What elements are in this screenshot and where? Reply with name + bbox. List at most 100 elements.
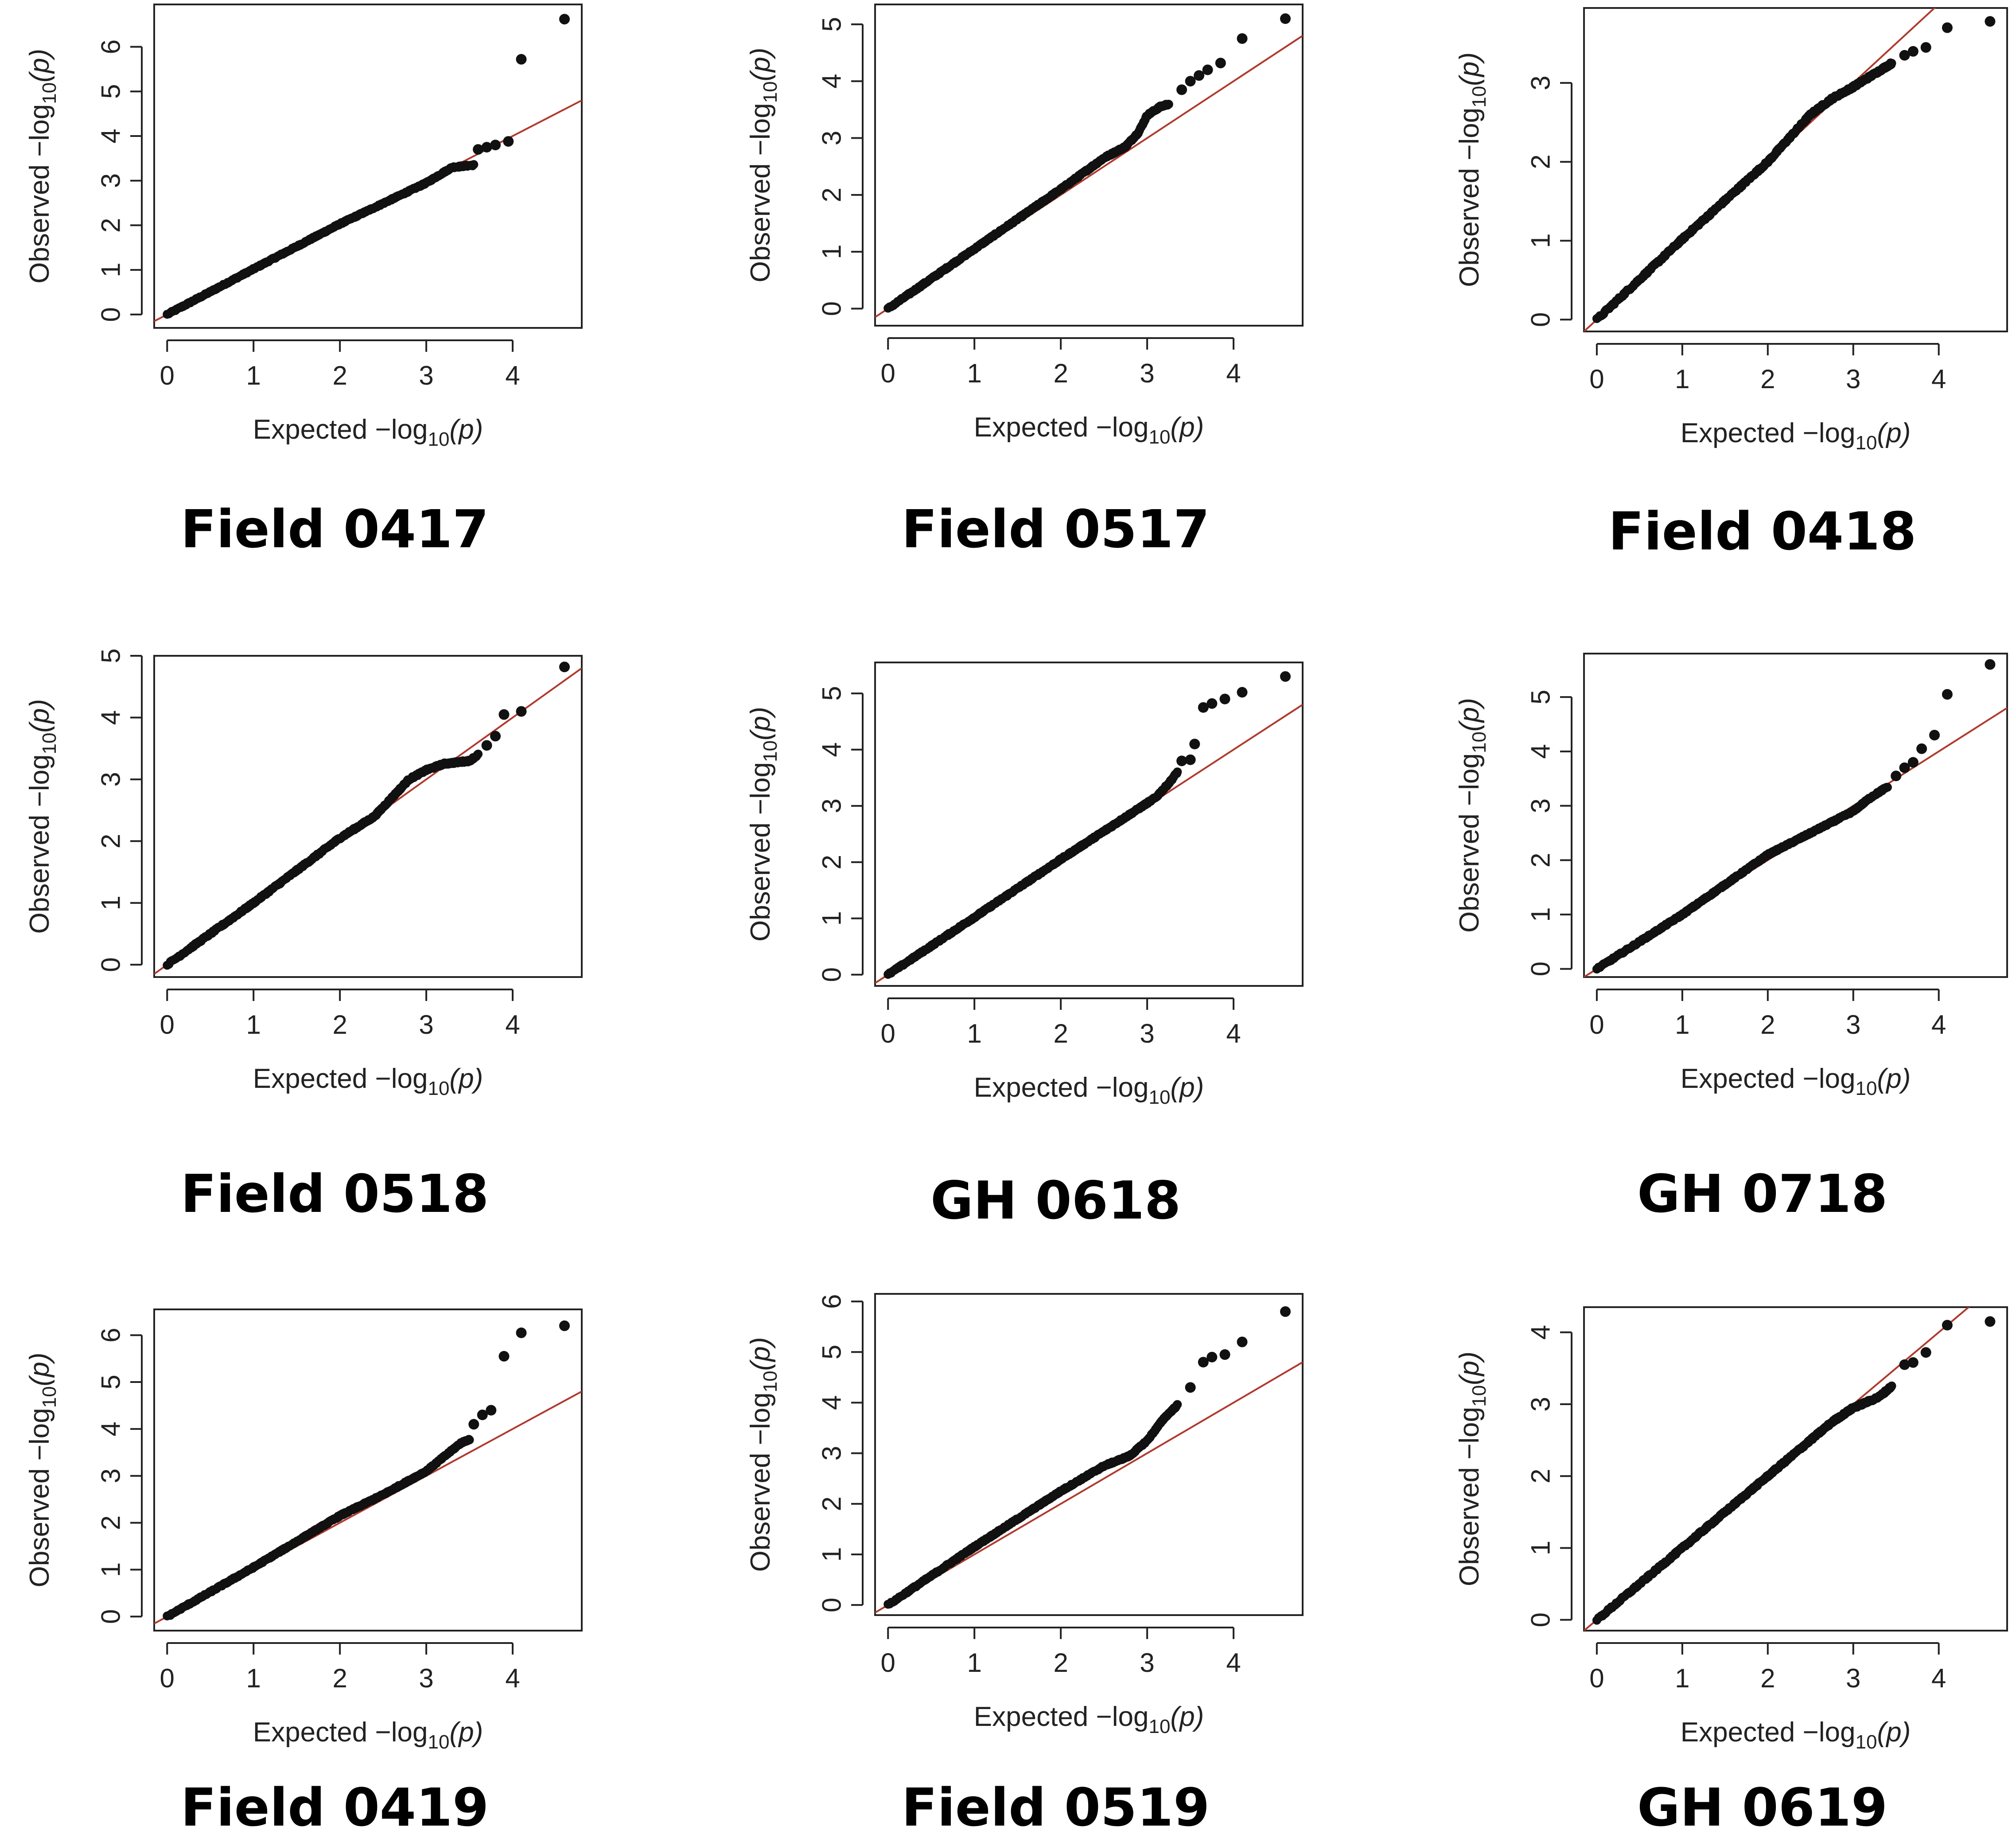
qq-tail-point [1219,693,1230,705]
panel-title: GH 0619 [1637,1777,1888,1838]
y-tick-label: 6 [817,1294,847,1308]
qq-point [1883,783,1892,792]
y-tick-label: 3 [96,1468,126,1483]
qq-tail-point [1189,739,1200,750]
y-axis-label: Observed −log10(p) [745,707,781,942]
panel-title: Field 0519 [902,1777,1210,1838]
x-tick-label: 4 [505,1663,520,1693]
qq-tail-point [481,740,492,751]
plot-frame [153,655,583,978]
y-tick-label: 0 [1526,312,1556,327]
x-axis-label: Expected −log10(p) [974,1072,1204,1108]
panel-title: GH 0618 [930,1170,1181,1231]
qq-panel: 0 1 2 3 4 0 1 2 3 Expected −log10(p) Observed −log… [1454,7,2008,562]
x-axis-label: Expected −log10(p) [253,1063,483,1099]
y-tick-label: 0 [817,301,847,316]
y-tick-label: 2 [96,834,126,849]
y-tick-label: 2 [96,218,126,233]
y-tick-label: 5 [817,686,847,701]
y-tick-label: 4 [817,74,847,89]
qq-tail-point [498,1351,510,1362]
panel-title: Field 0418 [1608,501,1917,562]
qq-tail-point [1198,702,1209,713]
qq-panel: 0 1 2 3 4 0 1 2 3 4 5 6 Expected −log10(p) Observed −… [745,1293,1304,1838]
y-tick-label: 1 [96,896,126,910]
x-tick-label: 3 [1140,358,1154,388]
y-tick-label: 1 [96,262,126,277]
x-tick-label: 1 [967,1648,982,1678]
y-tick-label: 3 [817,798,847,813]
x-tick-label: 0 [160,1663,175,1693]
qq-tail-point [1899,1359,1910,1370]
y-tick-label: 4 [1526,744,1556,759]
x-axis-label: Expected −log10(p) [1681,418,1911,454]
y-tick-label: 5 [96,648,126,663]
x-tick-label: 2 [1053,1648,1068,1678]
x-tick-label: 1 [1675,364,1689,394]
y-tick-label: 3 [817,131,847,145]
qq-tail-point [1985,1316,1996,1327]
x-tick-label: 1 [1675,1010,1689,1040]
qq-tail-point [1920,1347,1931,1358]
x-tick-label: 1 [967,358,982,388]
qq-tail-point [486,1405,497,1416]
qq-tail-point [1176,84,1187,95]
qq-tail-point [1219,1349,1230,1360]
qq-point [474,749,483,759]
x-tick-label: 4 [1931,364,1946,394]
y-axis-label: Observed −log10(p) [24,1353,60,1588]
qq-point [1887,58,1896,68]
qq-tail-point [473,144,484,155]
qq-tail-point [1907,1357,1919,1368]
qq-point [469,160,479,169]
qq-tail-point [1176,755,1187,767]
x-tick-label: 3 [419,1663,433,1693]
y-tick-label: 4 [817,742,847,757]
x-tick-label: 2 [332,1010,347,1040]
x-tick-label: 2 [1053,358,1068,388]
qq-panel: 0 1 2 3 4 0 1 2 3 4 5 Expected −log10(p) Observed −l… [745,662,1304,1231]
x-tick-label: 1 [246,1010,261,1040]
qq-panel: 0 1 2 3 4 0 1 2 3 4 5 Expected −log10(p) Observed −l… [745,4,1304,560]
qq-tail-point [1929,730,1940,740]
y-tick-label: 2 [817,855,847,869]
y-tick-label: 3 [96,772,126,787]
qq-tail-point [559,1320,570,1331]
y-tick-label: 1 [1526,234,1556,248]
plot-frame [1583,7,2008,332]
qq-point [1887,1381,1896,1390]
plot-frame [874,1293,1304,1616]
plot-frame [153,4,583,329]
x-tick-label: 3 [419,361,433,390]
y-tick-label: 4 [817,1395,847,1410]
y-tick-label: 4 [96,129,126,143]
x-tick-label: 2 [1760,1010,1775,1040]
qq-tail-point [1907,46,1919,57]
qq-point [1164,100,1173,109]
y-tick-label: 1 [96,1562,126,1577]
y-axis-label: Observed −log10(p) [745,48,781,283]
panel-title: Field 0518 [181,1163,489,1224]
y-tick-label: 1 [817,1547,847,1562]
y-tick-label: 5 [96,1375,126,1389]
qq-tail-point [1985,16,1996,27]
qq-tail-point [1942,1320,1953,1331]
qq-tail-point [468,1419,479,1430]
x-tick-label: 0 [1589,364,1604,394]
qq-tail-point [1202,64,1213,75]
y-tick-label: 2 [817,1496,847,1511]
qq-panel: 0 1 2 3 4 0 1 2 3 4 Expected −log10(p) Observed −lo… [1454,1306,2008,1838]
qq-panel: 0 1 2 3 4 0 1 2 3 4 5 6 Expected −log10(p) Observed −… [24,4,583,560]
qq-point [1173,767,1182,776]
x-tick-label: 0 [160,1010,175,1040]
x-tick-label: 0 [160,361,175,390]
qq-point [465,1435,474,1445]
x-tick-label: 0 [1589,1010,1604,1040]
y-tick-label: 1 [817,911,847,926]
qq-panel: 0 1 2 3 4 0 1 2 3 4 5 Expected −log10(p) Observed −l… [1454,653,2008,1224]
qq-tail-point [477,1410,488,1421]
y-tick-label: 2 [96,1515,126,1530]
qq-tail-point [1899,50,1910,61]
qq-tail-point [1185,76,1196,87]
plot-frame [874,4,1304,327]
